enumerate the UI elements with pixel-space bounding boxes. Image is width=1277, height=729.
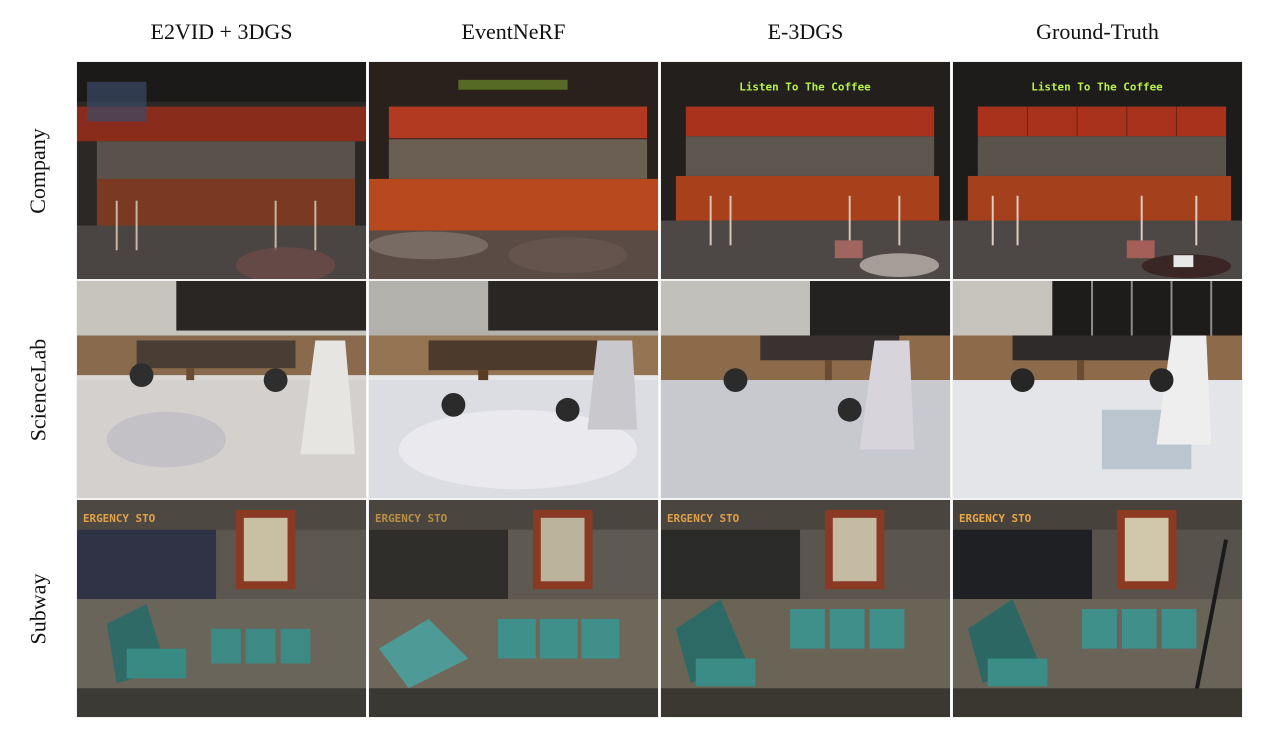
subway-e2vid-sign: ERGENCY STO <box>83 512 156 525</box>
company-e3dgs-render: Listen To The Coffee <box>661 62 950 279</box>
column-header-eventnerf: EventNeRF <box>461 19 566 44</box>
column-header-ground-truth: Ground-Truth <box>1036 19 1159 44</box>
panel-sciencelab-ground-truth <box>952 280 1243 499</box>
subway-e3dgs-render: ERGENCY STO <box>661 500 950 717</box>
panel-company-e-3dgs: Listen To The Coffee <box>660 61 951 280</box>
sciencelab-ground-truth-render <box>953 281 1242 498</box>
panel-sciencelab-e-3dgs <box>660 280 951 499</box>
company-e3dgs-sign: Listen To The Coffee <box>739 81 871 94</box>
subway-e2vid-render: ERGENCY STO <box>77 500 366 717</box>
row-label-company-text: Company <box>25 127 50 214</box>
company-eventnerf-render <box>369 62 658 279</box>
column-header-e2vid-3dgs: E2VID + 3DGS <box>150 19 293 44</box>
row-label-company: Company <box>0 61 76 280</box>
row-label-subway-text: Subway <box>24 573 50 644</box>
panel-subway-e-3dgs: ERGENCY STO <box>660 499 951 718</box>
subway-eventnerf-sign: ERGENCY STO <box>375 512 448 525</box>
row-label-subway: Subway <box>0 499 76 718</box>
company-ground-truth-render: Listen To The Coffee <box>953 62 1242 279</box>
subway-eventnerf-render: ERGENCY STO <box>369 500 658 717</box>
subway-ground-truth-render: ERGENCY STO <box>953 500 1242 717</box>
column-header-e-3dgs: E-3DGS <box>767 19 844 44</box>
row-label-sciencelab-text: ScienceLab <box>25 338 51 441</box>
panel-sciencelab-eventnerf <box>368 280 659 499</box>
panel-sciencelab-e2vid-3dgs <box>76 280 367 499</box>
sciencelab-eventnerf-render <box>369 281 658 498</box>
subway-ground-truth-sign: ERGENCY STO <box>959 512 1032 525</box>
company-ground-truth-sign: Listen To The Coffee <box>1031 81 1163 94</box>
panel-company-ground-truth: Listen To The Coffee <box>952 61 1243 280</box>
subway-e3dgs-sign: ERGENCY STO <box>667 512 740 525</box>
sciencelab-e2vid-render <box>77 281 366 498</box>
row-label-sciencelab: ScienceLab <box>0 280 76 499</box>
sciencelab-e3dgs-render <box>661 281 950 498</box>
panel-subway-eventnerf: ERGENCY STO <box>368 499 659 718</box>
panel-company-e2vid-3dgs <box>76 61 367 280</box>
panel-subway-e2vid-3dgs: ERGENCY STO <box>76 499 367 718</box>
company-e2vid-render <box>77 62 366 279</box>
panel-company-eventnerf <box>368 61 659 280</box>
panel-subway-ground-truth: ERGENCY STO <box>952 499 1243 718</box>
